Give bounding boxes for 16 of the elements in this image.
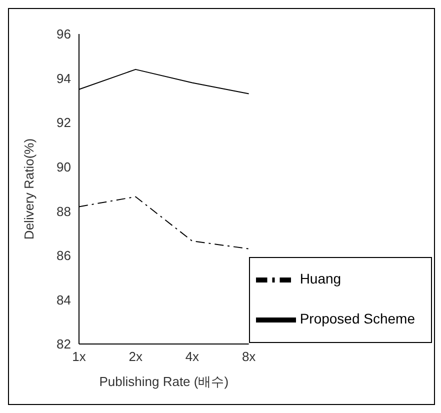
y-tick-label: 90 — [56, 159, 71, 174]
x-tick-label: 4x — [185, 349, 200, 364]
x-tick-label: 2x — [128, 349, 143, 364]
y-axis-title: Delivery Ratio(%) — [22, 138, 37, 240]
y-tick-label: 96 — [56, 26, 71, 42]
y-tick-label: 92 — [56, 115, 71, 130]
x-axis-title: Publishing Rate (배수) — [99, 374, 229, 389]
y-tick-label: 86 — [56, 248, 71, 264]
y-tick-label: 82 — [56, 336, 71, 352]
y-tick-label: 84 — [56, 292, 71, 308]
y-tick-label: 88 — [56, 204, 71, 219]
y-tick-label: 94 — [56, 70, 71, 86]
x-tick-label: 8x — [242, 349, 256, 364]
x-tick-label: 1x — [72, 349, 86, 364]
legend-label: Proposed Scheme — [300, 310, 415, 327]
legend-label: Huang — [300, 270, 342, 287]
